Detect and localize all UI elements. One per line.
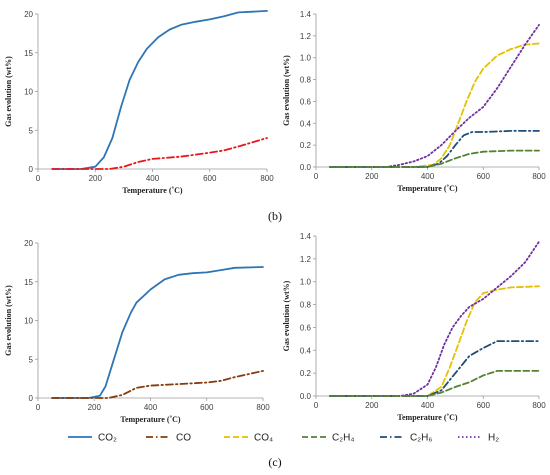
x-tick-label: 600 [477,172,491,181]
y-tick-label: 0.6 [300,323,312,332]
series-line [51,9,268,170]
panel-label-c: (c) [268,455,281,469]
series-line [328,369,540,397]
y-axis-label: Gas evolution (wt%) [282,55,291,126]
legend-entry: C₂H₄ [332,433,354,444]
y-tick-label: 15 [24,49,33,58]
x-tick-label: 800 [256,403,270,412]
y-tick-label: 0.2 [300,141,312,150]
y-tick-label: 0 [29,394,34,403]
legend-entry: H₂ [488,433,499,444]
x-tick-label: 800 [260,174,274,183]
x-tick-label: 400 [146,174,160,183]
x-axis-label: Temperature (˚C) [397,184,458,193]
panel-label-b: (b) [268,209,282,223]
series-line [51,369,264,399]
y-tick-label: 5 [29,126,34,135]
x-axis-label: Temperature (˚C) [122,186,183,195]
y-tick-label: 10 [24,88,33,97]
x-tick-label: 200 [88,403,102,412]
y-tick-label: 1.2 [300,255,312,264]
series-line [328,340,540,397]
x-tick-label: 0 [314,172,319,181]
y-axis-label: Gas evolution (wt%) [4,56,13,127]
x-tick-label: 0 [36,403,41,412]
y-tick-label: 0.6 [300,97,312,106]
y-tick-label: 0.8 [300,301,312,310]
y-tick-label: 5 [29,355,34,364]
x-tick-label: 600 [477,401,491,410]
series-line [328,23,540,168]
x-tick-label: 400 [421,401,435,410]
x-tick-label: 0 [36,174,41,183]
y-axis-label: Gas evolution (wt%) [282,280,291,351]
y-tick-label: 0 [29,165,34,174]
y-tick-label: 20 [24,10,33,19]
chart-top-right: 0.0 0.2 0.4 0.6 0.8 1.0 1.2 1.4 0 200 400 600 800 Tem… [282,10,546,193]
y-tick-label: 0.2 [300,369,312,378]
x-axis-label: Temperature (˚C) [397,413,458,422]
x-tick-label: 200 [89,174,103,183]
y-tick-label: 1.2 [300,32,312,41]
legend-entry: CO [176,433,191,444]
y-tick-label: 10 [24,317,33,326]
y-tick-label: 0.4 [300,119,312,128]
y-axis-label: Gas evolution (wt%) [4,285,13,356]
y-tick-label: 15 [24,278,33,287]
chart-bottom-right: 0.0 0.2 0.4 0.6 0.8 1.0 1.2 1.4 0 200 400 600 800 Tem… [282,232,546,422]
series-line [328,129,540,168]
x-tick-label: 200 [365,172,379,181]
y-tick-label: 1.0 [300,54,312,63]
series-line [51,137,268,170]
y-tick-label: 0.0 [300,163,312,172]
y-tick-label: 20 [24,239,33,248]
y-tick-label: 1.4 [300,232,312,241]
series-line [328,285,540,397]
x-axis-label: Temperature (˚C) [120,415,181,424]
x-tick-label: 0 [314,401,319,410]
legend-entry: C₂H₆ [410,433,432,444]
x-tick-label: 800 [532,401,546,410]
y-tick-label: 0.4 [300,346,312,355]
y-tick-label: 0.8 [300,76,312,85]
x-tick-label: 800 [532,172,546,181]
x-tick-label: 200 [365,401,379,410]
y-tick-label: 1.0 [300,278,312,287]
series-line [328,240,540,397]
y-tick-label: 0.0 [300,392,312,401]
x-tick-label: 600 [200,403,214,412]
x-tick-label: 400 [144,403,158,412]
legend-entry: CO₄ [254,433,273,444]
y-tick-label: 1.4 [300,10,312,19]
series-line [51,266,264,399]
series-line [328,42,540,168]
x-tick-label: 400 [421,172,435,181]
legend-entry: CO₂ [98,433,117,444]
series-line [328,149,540,168]
x-tick-label: 600 [203,174,217,183]
legend: CO₂ CO CO₄ C₂H₄ C₂H₆ H₂ [68,433,499,444]
